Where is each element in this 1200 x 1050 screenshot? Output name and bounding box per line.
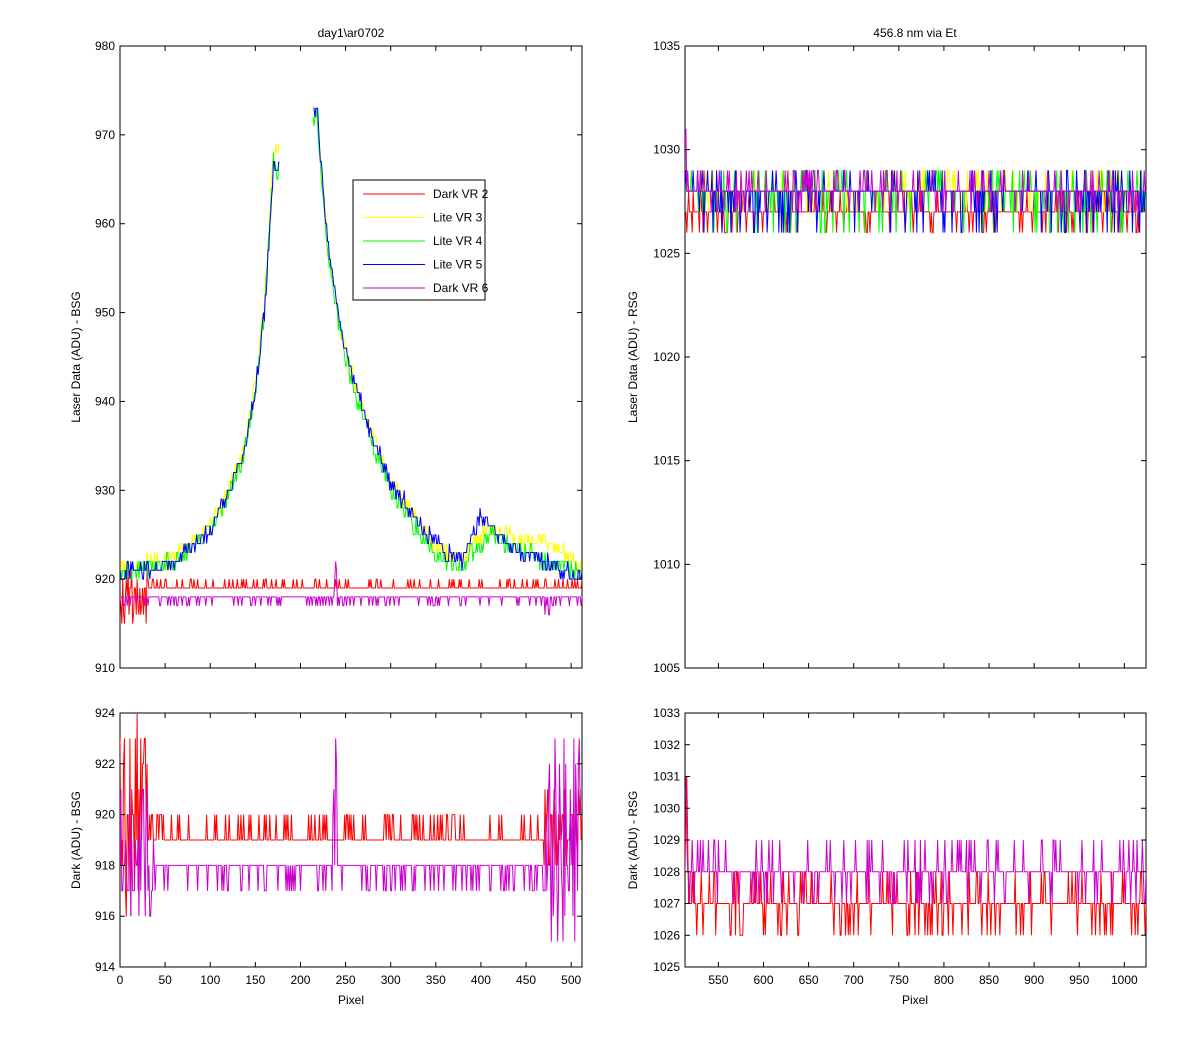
series-line-lite-vr-5 bbox=[120, 107, 582, 580]
x-tick-label: 150 bbox=[245, 973, 265, 987]
x-tick-label: 100 bbox=[200, 973, 220, 987]
y-tick-label: 916 bbox=[95, 909, 115, 923]
y-tick-label: 920 bbox=[95, 808, 115, 822]
y-axis-label-bsg-dark: Dark (ADU) - BSG bbox=[69, 791, 83, 889]
y-tick-label: 1005 bbox=[653, 661, 680, 675]
x-tick-label: 750 bbox=[889, 973, 909, 987]
x-tick-label: 950 bbox=[1069, 973, 1089, 987]
x-tick-label: 350 bbox=[426, 973, 446, 987]
y-tick-label: 1032 bbox=[653, 738, 680, 752]
y-tick-label: 910 bbox=[95, 661, 115, 675]
y-tick-label: 960 bbox=[95, 217, 115, 231]
y-tick-label: 1010 bbox=[653, 557, 680, 571]
x-tick-label: 50 bbox=[158, 973, 172, 987]
y-tick-label: 1035 bbox=[653, 39, 680, 53]
x-tick-label: 800 bbox=[934, 973, 954, 987]
y-axis-label-bsg-laser: Laser Data (ADU) - BSG bbox=[69, 291, 83, 422]
y-tick-label: 924 bbox=[95, 706, 115, 720]
panel-rsg-laser: 1005 1010 1015 1020 1025 1030 1035 456.8 nm vi… bbox=[626, 26, 1147, 675]
series-layer-rsg-laser bbox=[685, 128, 1146, 234]
x-tick-label: 200 bbox=[290, 973, 310, 987]
panel-bsg-laser: 910 920 930 940 950 960 970 980 day1\ar0702 Las… bbox=[69, 26, 583, 675]
y-tick-label: 1026 bbox=[653, 928, 680, 942]
plot-area-bsg-laser bbox=[119, 45, 583, 669]
y-tick-label: 950 bbox=[95, 306, 115, 320]
y-tick-label: 1020 bbox=[653, 350, 680, 364]
ticks-rsg-laser: 1005 1010 1015 1020 1025 1030 1035 bbox=[653, 39, 1146, 675]
y-tick-label: 940 bbox=[95, 394, 115, 408]
y-tick-label: 1030 bbox=[653, 801, 680, 815]
legend-label-lite-vr-3: Lite VR 3 bbox=[433, 211, 483, 225]
series-line-dark-vr-2 bbox=[120, 570, 582, 624]
y-tick-label: 1015 bbox=[653, 454, 680, 468]
x-tick-label: 1000 bbox=[1111, 973, 1138, 987]
legend-label-lite-vr-4: Lite VR 4 bbox=[433, 234, 483, 248]
legend-label-dark-vr-6: Dark VR 6 bbox=[433, 281, 489, 295]
y-tick-label: 1027 bbox=[653, 897, 680, 911]
y-tick-label: 920 bbox=[95, 572, 115, 586]
series-line-dark-vr-6 bbox=[685, 776, 1146, 904]
x-tick-label: 0 bbox=[117, 973, 124, 987]
x-tick-label: 500 bbox=[561, 973, 581, 987]
plot-area-rsg-laser bbox=[684, 45, 1147, 669]
panel-rsg-dark: 550 600 650 700 750 800 850 900 950 1000 1025 1026 1… bbox=[626, 706, 1147, 1007]
y-tick-label: 970 bbox=[95, 128, 115, 142]
chart-title-rsg-laser: 456.8 nm via Et bbox=[873, 26, 957, 40]
x-tick-label: 400 bbox=[471, 973, 491, 987]
ticks-rsg-dark: 550 600 650 700 750 800 850 900 950 1000 1025 1026 1… bbox=[653, 706, 1146, 987]
series-line-dark-vr-6 bbox=[120, 738, 582, 942]
series-layer-bsg-dark bbox=[120, 713, 582, 942]
y-tick-label: 1029 bbox=[653, 833, 680, 847]
y-tick-label: 918 bbox=[95, 858, 115, 872]
series-line-dark-vr-6 bbox=[120, 561, 582, 616]
x-tick-label: 450 bbox=[516, 973, 536, 987]
y-tick-label: 980 bbox=[95, 39, 115, 53]
y-tick-label: 1030 bbox=[653, 143, 680, 157]
x-tick-label: 550 bbox=[708, 973, 728, 987]
y-tick-label: 1025 bbox=[653, 246, 680, 260]
legend-box bbox=[352, 179, 486, 301]
y-tick-label: 1025 bbox=[653, 960, 680, 974]
x-axis-label-bsg-dark: Pixel bbox=[338, 993, 364, 1007]
x-tick-label: 850 bbox=[979, 973, 999, 987]
y-tick-label: 1031 bbox=[653, 770, 680, 784]
series-line-dark-vr-6 bbox=[685, 128, 1146, 213]
y-tick-label: 914 bbox=[95, 960, 115, 974]
y-tick-label: 930 bbox=[95, 483, 115, 497]
series-layer-rsg-dark bbox=[685, 776, 1146, 936]
x-tick-label: 300 bbox=[381, 973, 401, 987]
x-axis-label-rsg-dark: Pixel bbox=[902, 993, 928, 1007]
x-tick-label: 600 bbox=[753, 973, 773, 987]
y-tick-label: 1033 bbox=[653, 706, 680, 720]
y-tick-label: 922 bbox=[95, 757, 115, 771]
series-line-dark-vr-2 bbox=[120, 713, 582, 917]
chart-title-bsg-laser: day1\ar0702 bbox=[318, 26, 385, 40]
y-tick-label: 1028 bbox=[653, 865, 680, 879]
legend-label-dark-vr-2: Dark VR 2 bbox=[433, 187, 489, 201]
legend: Dark VR 2 Lite VR 3 Lite VR 4 Lite VR 5 Dark… bbox=[352, 179, 489, 301]
y-axis-label-rsg-dark: Dark (ADU) - RSG bbox=[626, 791, 640, 890]
series-layer-bsg-laser bbox=[120, 107, 582, 624]
y-axis-label-rsg-laser: Laser Data (ADU) - RSG bbox=[626, 291, 640, 423]
ticks-bsg-dark: 0 50 100 150 200 250 300 350 400 450 500 914 916 918 9… bbox=[95, 706, 582, 987]
ticks-bsg-laser: 910 920 930 940 950 960 970 980 bbox=[95, 39, 582, 675]
x-tick-label: 900 bbox=[1024, 973, 1044, 987]
x-tick-label: 250 bbox=[336, 973, 356, 987]
panel-bsg-dark: 0 50 100 150 200 250 300 350 400 450 500 914 916 918 9… bbox=[69, 706, 583, 1007]
legend-label-lite-vr-5: Lite VR 5 bbox=[433, 258, 483, 272]
x-tick-label: 700 bbox=[844, 973, 864, 987]
x-tick-label: 650 bbox=[799, 973, 819, 987]
